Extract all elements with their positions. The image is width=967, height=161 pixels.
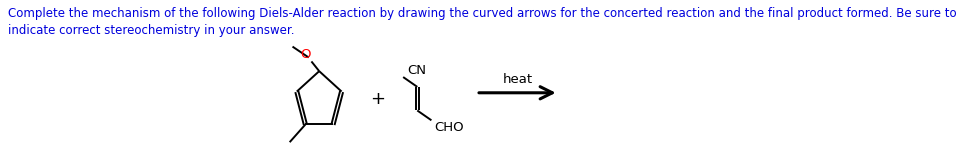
- Text: O: O: [300, 48, 310, 61]
- Text: heat: heat: [502, 73, 533, 86]
- Text: indicate correct stereochemistry in your answer.: indicate correct stereochemistry in your…: [8, 24, 294, 37]
- Text: CHO: CHO: [434, 121, 463, 134]
- Text: +: +: [370, 90, 386, 108]
- Text: Complete the mechanism of the following Diels-Alder reaction by drawing the curv: Complete the mechanism of the following …: [8, 7, 956, 20]
- Text: CN: CN: [407, 64, 426, 77]
